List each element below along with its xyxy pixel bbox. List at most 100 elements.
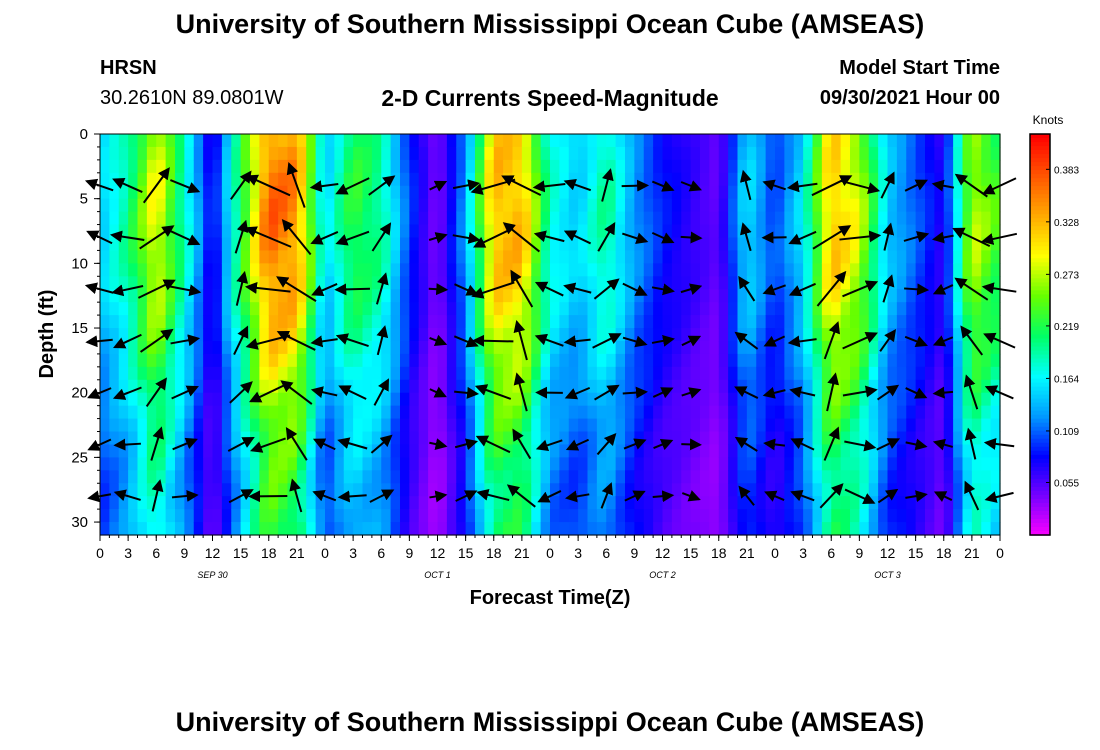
- current-vector: [593, 278, 620, 300]
- heatmap-cell: [390, 172, 401, 187]
- heatmap-cell: [212, 470, 223, 484]
- heatmap-cell: [971, 276, 982, 290]
- heatmap-cell: [962, 237, 973, 252]
- heatmap-cell: [109, 444, 120, 458]
- heatmap-cell: [343, 263, 354, 277]
- current-vector: [931, 231, 954, 244]
- heatmap-cell: [915, 211, 926, 226]
- heatmap-cell: [371, 224, 382, 239]
- heatmap-cell: [278, 159, 289, 174]
- heatmap-cell: [671, 289, 682, 303]
- heatmap-cell: [306, 431, 317, 446]
- heatmap-cell: [728, 405, 739, 420]
- heatmap-cell: [915, 328, 926, 342]
- heatmap-cell: [606, 366, 617, 381]
- heatmap-cell: [268, 302, 279, 316]
- heatmap-cell: [296, 470, 307, 484]
- colorbar-segment: [1030, 398, 1050, 404]
- heatmap-cell: [381, 418, 392, 433]
- heatmap-cell: [690, 276, 701, 290]
- heatmap-cell: [925, 134, 935, 148]
- heatmap-cell: [746, 276, 757, 290]
- heatmap-cell: [221, 289, 232, 303]
- chart-subtitle: 2-D Currents Speed-Magnitude: [381, 85, 719, 111]
- heatmap-cell: [662, 509, 673, 523]
- heatmap-cell: [118, 315, 129, 329]
- current-vector: [882, 274, 895, 303]
- colorbar-segment: [1030, 302, 1050, 308]
- heatmap-cell: [953, 237, 964, 252]
- heatmap-cell: [456, 496, 467, 510]
- heatmap-cell: [625, 522, 635, 536]
- heatmap-cell: [512, 198, 523, 213]
- heatmap-cell: [953, 289, 964, 303]
- heatmap-cell: [568, 315, 579, 329]
- heatmap-cell: [625, 457, 635, 471]
- heatmap-cell: [568, 134, 579, 148]
- heatmap-cell: [812, 431, 823, 446]
- heatmap-cell: [559, 146, 570, 161]
- heatmap-cell: [184, 444, 195, 458]
- heatmap-cell: [193, 315, 204, 329]
- heatmap-cell: [981, 470, 992, 484]
- heatmap-cell: [231, 431, 242, 446]
- heatmap-cell: [559, 211, 570, 226]
- colorbar-segment: [1030, 474, 1050, 480]
- heatmap-cell: [653, 405, 664, 420]
- heatmap-cell: [850, 353, 860, 368]
- heatmap-cell: [437, 405, 448, 420]
- heatmap-cell: [615, 134, 626, 148]
- heatmap-cell: [812, 250, 823, 264]
- heatmap-cell: [165, 431, 176, 446]
- heatmap-cell: [803, 134, 814, 148]
- heatmap-cell: [137, 444, 148, 458]
- heatmap-cell: [493, 379, 504, 394]
- heatmap-cell: [156, 509, 167, 523]
- heatmap-cell: [315, 263, 326, 277]
- heatmap-cell: [203, 379, 214, 394]
- heatmap-cell: [653, 198, 664, 213]
- heatmap-cell: [203, 263, 214, 277]
- heatmap-cell: [568, 444, 579, 458]
- heatmap-cell: [728, 522, 739, 536]
- heatmap-cell: [615, 159, 626, 174]
- heatmap-cell: [362, 379, 373, 394]
- heatmap-cell: [400, 392, 410, 407]
- heatmap-cell: [193, 522, 204, 536]
- heatmap-cell: [840, 405, 851, 420]
- heatmap-cell: [878, 496, 889, 510]
- heatmap-cell: [887, 522, 898, 536]
- colorbar-segment: [1030, 378, 1050, 384]
- heatmap-cell: [259, 509, 270, 523]
- current-vector: [738, 275, 756, 302]
- colorbar-segment: [1030, 170, 1050, 175]
- heatmap-cell: [400, 224, 410, 239]
- current-vector: [169, 284, 202, 297]
- colorbar-segment: [1030, 166, 1050, 171]
- heatmap-cell: [840, 185, 851, 200]
- heatmap-cell: [896, 418, 907, 433]
- heatmap-cell: [212, 302, 223, 316]
- heatmap-cell: [559, 340, 570, 355]
- current-vector: [111, 284, 144, 297]
- x-tick-label: 21: [739, 545, 755, 561]
- heatmap-cell: [437, 185, 448, 200]
- heatmap-cell: [156, 302, 167, 316]
- heatmap-cell: [362, 237, 373, 252]
- heatmap-cell: [559, 496, 570, 510]
- heatmap-cell: [559, 134, 570, 148]
- current-vector: [905, 387, 928, 399]
- heatmap-cell: [981, 379, 992, 394]
- heatmap-cell: [925, 522, 935, 536]
- heatmap-cell: [146, 496, 157, 510]
- heatmap-cell: [550, 185, 560, 200]
- heatmap-cell: [709, 431, 720, 446]
- heatmap-cell: [943, 457, 954, 471]
- heatmap-cell: [465, 405, 476, 420]
- heatmap-cell: [306, 392, 317, 407]
- heatmap-cell: [840, 392, 851, 407]
- heatmap-cell: [756, 328, 767, 342]
- heatmap-cell: [971, 263, 982, 277]
- colorbar-segment: [1030, 190, 1050, 195]
- heatmap-cell: [803, 483, 814, 497]
